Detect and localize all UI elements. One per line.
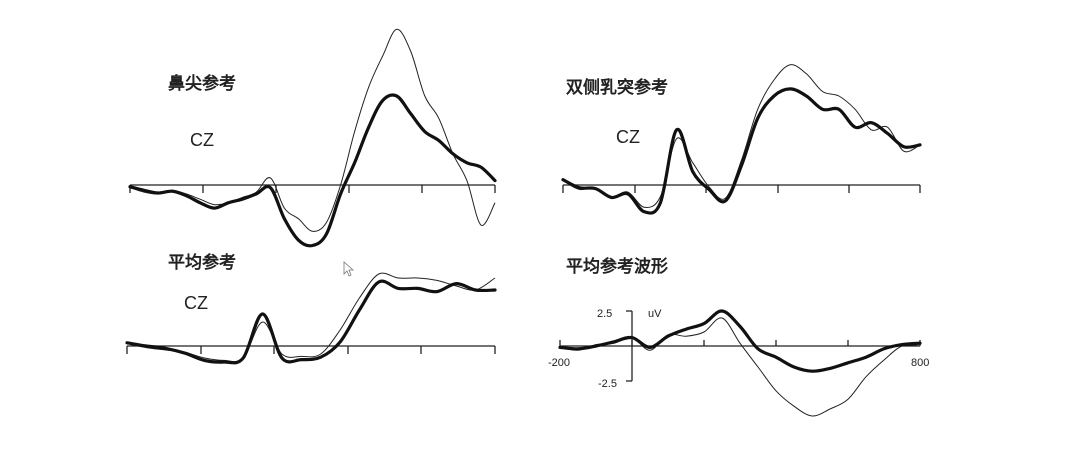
panel-bilateral-mastoid-reference: 双侧乳突参考 CZ [561,64,922,215]
x-axis [129,184,496,193]
y-tick-label: 2.5 [597,308,612,320]
channel-label: CZ [184,293,208,313]
x-axis [562,184,921,193]
waveform-traces [125,272,497,365]
channel-label: CZ [190,130,214,150]
thin-waveform [126,272,496,363]
x-axis [126,345,496,354]
waveform-traces [558,309,922,417]
x-tick-label: 800 [911,357,929,369]
y-tick-label: -2.5 [598,378,617,390]
panel-nose-tip-reference: 鼻尖参考 CZ [128,28,497,248]
panel-average-reference: 平均参考 CZ [125,252,497,365]
panel-title: 平均参考波形 [566,256,668,277]
thin-waveform [129,28,496,232]
waveform-traces [561,64,922,215]
thick-waveform [558,309,922,373]
panel-title: 平均参考 [168,252,236,273]
thick-waveform [561,87,922,215]
y-unit-label: uV [648,308,662,320]
thick-waveform [125,279,497,365]
waveform-traces [128,28,497,248]
panel-title: 双侧乳突参考 [566,77,668,98]
thick-waveform [128,93,497,248]
axes [559,310,921,382]
x-tick-label: -200 [548,357,570,369]
mouse-pointer-icon [343,261,355,277]
channel-label: CZ [616,127,640,147]
panel-average-reference-waveform: 平均参考波形 2.5 uV -2.5 -200 800 [548,256,929,417]
panel-title: 鼻尖参考 [168,73,236,94]
thin-waveform [559,317,921,417]
